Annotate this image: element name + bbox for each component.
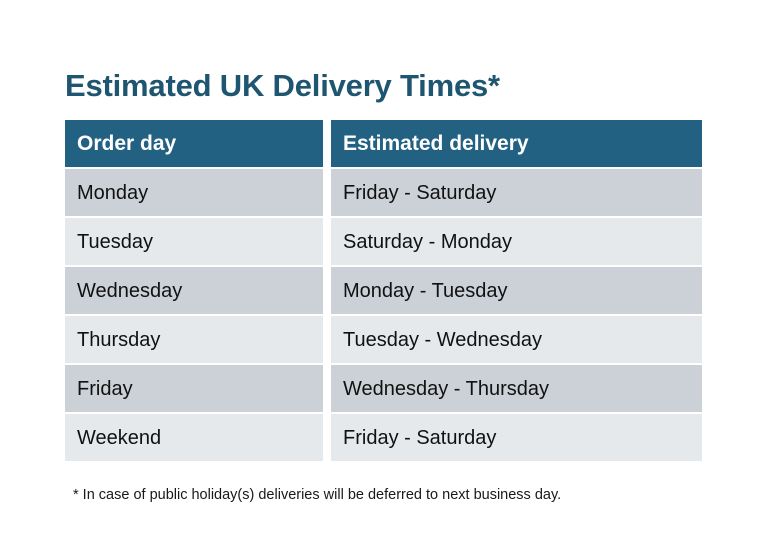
page-title: Estimated UK Delivery Times* <box>65 67 500 103</box>
column-header-estimated-delivery: Estimated delivery <box>331 120 702 167</box>
table-row: Friday Wednesday - Thursday <box>65 365 702 412</box>
cell-order-day: Thursday <box>65 316 323 363</box>
table-header-row: Order day Estimated delivery <box>65 120 702 167</box>
cell-estimated-delivery: Saturday - Monday <box>331 218 702 265</box>
cell-estimated-delivery: Monday - Tuesday <box>331 267 702 314</box>
cell-order-day: Tuesday <box>65 218 323 265</box>
cell-order-day: Wednesday <box>65 267 323 314</box>
cell-estimated-delivery: Friday - Saturday <box>331 169 702 216</box>
table-row: Monday Friday - Saturday <box>65 169 702 216</box>
table-row: Weekend Friday - Saturday <box>65 414 702 461</box>
cell-estimated-delivery: Wednesday - Thursday <box>331 365 702 412</box>
footnote-text: * In case of public holiday(s) deliverie… <box>73 487 562 503</box>
cell-estimated-delivery: Tuesday - Wednesday <box>331 316 702 363</box>
cell-order-day: Monday <box>65 169 323 216</box>
cell-estimated-delivery: Friday - Saturday <box>331 414 702 461</box>
table-row: Wednesday Monday - Tuesday <box>65 267 702 314</box>
column-header-order-day: Order day <box>65 120 323 167</box>
table-row: Thursday Tuesday - Wednesday <box>65 316 702 363</box>
table-row: Tuesday Saturday - Monday <box>65 218 702 265</box>
cell-order-day: Weekend <box>65 414 323 461</box>
cell-order-day: Friday <box>65 365 323 412</box>
delivery-times-table: Order day Estimated delivery Monday Frid… <box>65 120 702 461</box>
